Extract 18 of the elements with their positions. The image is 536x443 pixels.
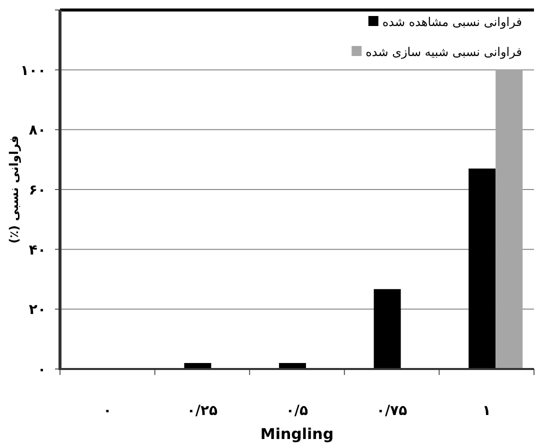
legend-label: فراوانی نسبی مشاهده شده: [382, 15, 522, 29]
y-tick-label: ۱۰۰: [20, 62, 46, 79]
bar: [374, 289, 401, 369]
y-tick-label: ۲۰: [28, 302, 46, 318]
x-tick-label: ۰/۵: [286, 403, 309, 419]
x-tick-label: ۱: [482, 403, 491, 419]
x-tick-label: ۰/۷۵: [376, 403, 408, 419]
y-tick-label: ۰: [37, 362, 46, 378]
bar: [468, 168, 496, 369]
x-axis-title: Mingling: [260, 425, 334, 443]
y-tick-label: ۴۰: [28, 242, 46, 258]
y-axis-title: فراوانی نسبی (٪): [7, 135, 21, 244]
y-tick-label: ۶۰: [28, 182, 46, 198]
x-tick-label: ۰: [103, 403, 112, 419]
x-tick-label: ۰/۲۵: [186, 403, 218, 419]
bar: [496, 70, 523, 369]
y-tick-label: ۸۰: [28, 122, 46, 139]
legend-label: فراوانی نسبی شبیه سازی شده: [366, 45, 522, 59]
